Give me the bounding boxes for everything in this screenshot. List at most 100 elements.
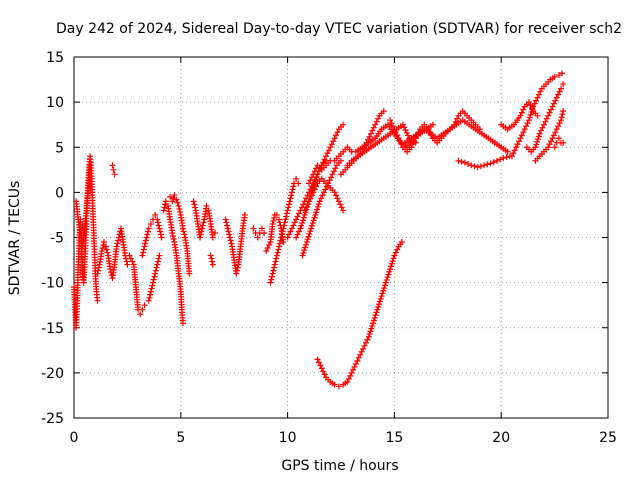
data-point (286, 231, 293, 238)
data-point (258, 225, 265, 232)
y-tick-label: -10 (41, 276, 64, 292)
data-point (518, 109, 525, 116)
data-point (517, 112, 524, 119)
x-tick-label: 20 (492, 430, 510, 446)
data-point (314, 203, 321, 210)
data-point (103, 246, 110, 253)
data-point (372, 312, 379, 319)
data-point (340, 121, 347, 128)
data-point (481, 162, 488, 169)
data-point (307, 195, 314, 202)
data-point (395, 135, 402, 142)
data-point (558, 117, 565, 124)
data-point (288, 189, 295, 196)
data-point (157, 231, 164, 238)
data-point (384, 274, 391, 281)
data-point (386, 268, 393, 275)
data-point (198, 228, 205, 235)
y-axis-label: SDTVAR / TECUs (7, 181, 23, 296)
data-point (315, 359, 322, 366)
data-point (373, 118, 380, 125)
data-point (555, 135, 562, 142)
data-point (308, 225, 315, 232)
data-point (271, 214, 278, 221)
data-point (517, 135, 524, 142)
data-point (305, 198, 312, 205)
data-point (559, 70, 566, 77)
data-point (179, 225, 186, 232)
data-point (129, 258, 136, 265)
data-point (378, 293, 385, 300)
data-point (161, 204, 168, 211)
data-point (493, 157, 500, 164)
data-point (402, 127, 409, 134)
data-point (376, 298, 383, 305)
data-point (150, 279, 157, 286)
data-point (326, 177, 333, 184)
data-point (191, 201, 198, 208)
data-point (370, 320, 377, 327)
data-point (290, 183, 297, 190)
data-point (295, 210, 302, 217)
data-point (372, 121, 379, 128)
data-point (538, 127, 545, 134)
data-point (365, 333, 372, 340)
data-point (310, 189, 317, 196)
data-point (333, 132, 340, 139)
data-point (401, 124, 408, 131)
data-point (551, 73, 558, 80)
data-point (364, 336, 371, 343)
data-point (514, 141, 521, 148)
data-point (298, 222, 305, 229)
data-point (276, 243, 283, 250)
data-point (530, 103, 537, 110)
data-point (94, 270, 101, 277)
data-point (308, 222, 315, 229)
data-point (331, 189, 338, 196)
data-point (555, 123, 562, 130)
data-point (95, 267, 102, 274)
data-point (104, 249, 111, 256)
data-point (313, 209, 320, 216)
data-point (147, 291, 154, 298)
data-point (152, 270, 159, 277)
data-point (392, 129, 399, 136)
data-point (548, 106, 555, 113)
data-point (278, 234, 285, 241)
data-point (309, 220, 316, 227)
data-point (338, 204, 345, 211)
data-point (360, 345, 367, 352)
data-point (394, 132, 401, 139)
data-point (354, 357, 361, 364)
data-point (283, 213, 290, 220)
data-point (351, 363, 358, 370)
data-point (344, 378, 351, 385)
y-tick-label: -15 (41, 321, 64, 337)
data-point (380, 108, 387, 115)
data-point (289, 186, 296, 193)
data-point (503, 154, 510, 161)
data-point (535, 133, 542, 140)
data-point (274, 249, 281, 256)
data-point (362, 339, 369, 346)
data-point (209, 261, 216, 268)
data-point (203, 202, 210, 209)
data-point (115, 234, 122, 241)
data-point (283, 210, 290, 217)
data-point (152, 211, 159, 218)
data-point (225, 228, 232, 235)
data-point (358, 348, 365, 355)
data-point (366, 133, 373, 140)
data-point (560, 139, 567, 146)
data-point (405, 132, 412, 139)
data-point (103, 243, 110, 250)
data-point (311, 186, 318, 193)
data-point (382, 282, 389, 289)
data-point (387, 266, 394, 273)
data-point (271, 261, 278, 268)
data-point (152, 267, 159, 274)
data-point (299, 217, 306, 224)
data-point (139, 306, 146, 313)
data-point (474, 164, 481, 171)
data-point (140, 246, 147, 253)
